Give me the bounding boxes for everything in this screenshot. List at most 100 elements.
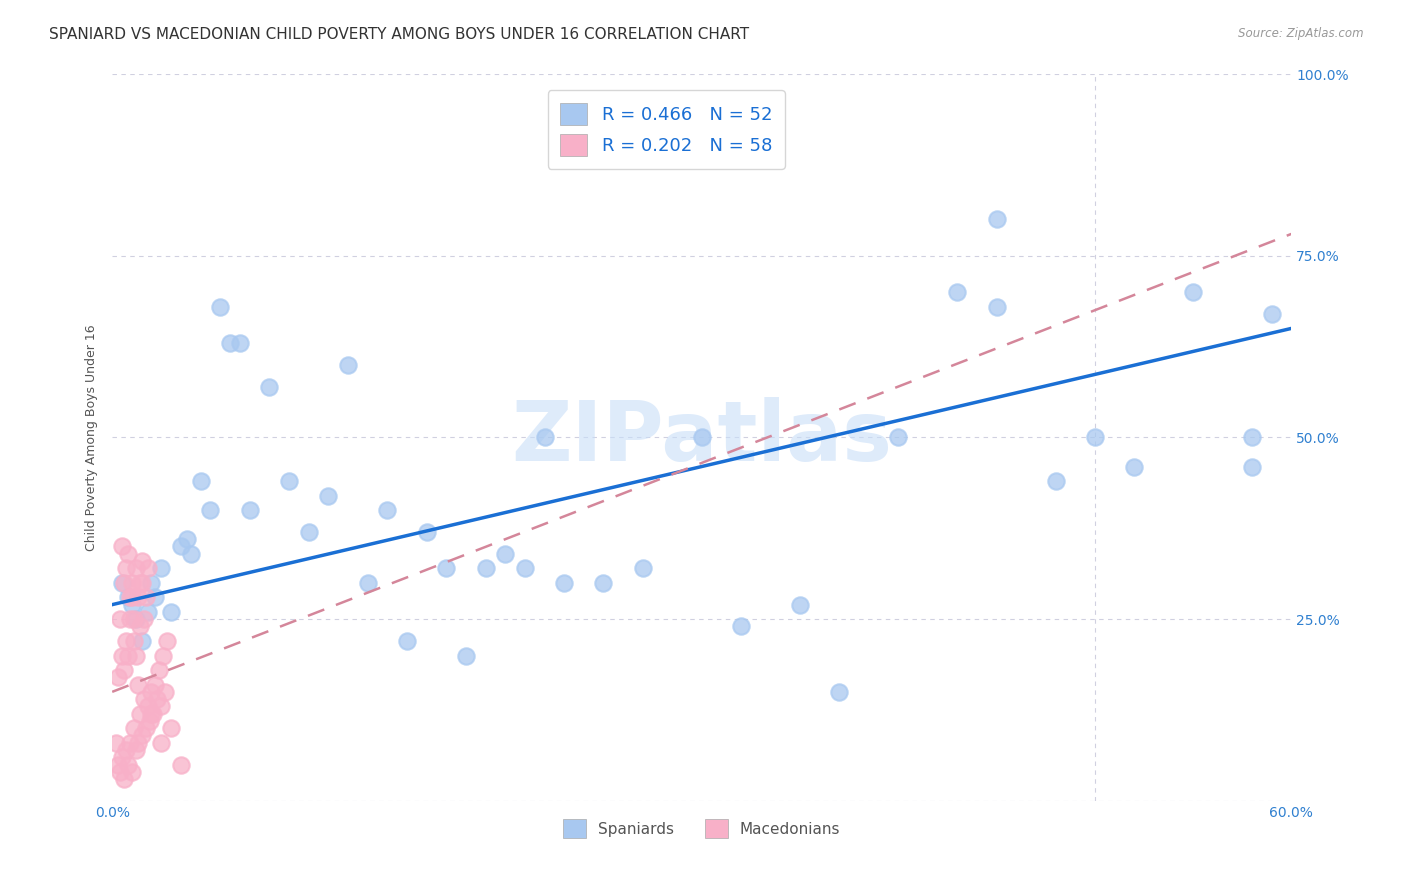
Point	[986, 212, 1008, 227]
Point	[946, 285, 969, 299]
Point	[156, 634, 179, 648]
Point	[138, 714, 160, 728]
Y-axis label: Child Poverty Among Boys Under 16: Child Poverty Among Boys Under 16	[86, 324, 98, 550]
Point	[229, 335, 252, 350]
Point	[111, 750, 134, 764]
Point	[125, 648, 148, 663]
Point	[141, 685, 163, 699]
Legend: Spaniards, Macedonians: Spaniards, Macedonians	[557, 814, 846, 844]
Point	[111, 540, 134, 554]
Point	[122, 612, 145, 626]
Point	[142, 706, 165, 721]
Point	[176, 532, 198, 546]
Point	[219, 335, 242, 350]
Point	[553, 575, 575, 590]
Point	[117, 591, 139, 605]
Point	[127, 591, 149, 605]
Point	[107, 670, 129, 684]
Point	[108, 764, 131, 779]
Point	[1084, 430, 1107, 444]
Point	[131, 575, 153, 590]
Point	[357, 575, 380, 590]
Point	[121, 575, 143, 590]
Point	[150, 699, 173, 714]
Point	[118, 736, 141, 750]
Point	[111, 648, 134, 663]
Point	[136, 561, 159, 575]
Point	[118, 612, 141, 626]
Point	[132, 692, 155, 706]
Point	[631, 561, 654, 575]
Point	[118, 591, 141, 605]
Point	[117, 648, 139, 663]
Point	[155, 685, 177, 699]
Point	[239, 503, 262, 517]
Point	[454, 648, 477, 663]
Point	[150, 736, 173, 750]
Point	[150, 561, 173, 575]
Point	[121, 591, 143, 605]
Point	[160, 721, 183, 735]
Point	[112, 772, 135, 786]
Point	[887, 430, 910, 444]
Point	[112, 575, 135, 590]
Point	[152, 648, 174, 663]
Point	[128, 575, 150, 590]
Point	[136, 605, 159, 619]
Point	[730, 619, 752, 633]
Point	[434, 561, 457, 575]
Point	[190, 474, 212, 488]
Point	[986, 300, 1008, 314]
Point	[148, 663, 170, 677]
Point	[337, 358, 360, 372]
Point	[136, 699, 159, 714]
Point	[278, 474, 301, 488]
Point	[474, 561, 496, 575]
Point	[108, 612, 131, 626]
Point	[180, 547, 202, 561]
Point	[135, 591, 157, 605]
Point	[1240, 430, 1263, 444]
Point	[690, 430, 713, 444]
Point	[115, 634, 138, 648]
Point	[128, 706, 150, 721]
Point	[121, 764, 143, 779]
Point	[170, 757, 193, 772]
Point	[127, 677, 149, 691]
Point	[145, 677, 167, 691]
Point	[111, 575, 134, 590]
Point	[200, 503, 222, 517]
Point	[115, 743, 138, 757]
Point	[375, 503, 398, 517]
Point	[415, 524, 437, 539]
Point	[298, 524, 321, 539]
Point	[533, 430, 555, 444]
Point	[513, 561, 536, 575]
Point	[141, 706, 163, 721]
Point	[494, 547, 516, 561]
Point	[160, 605, 183, 619]
Point	[1182, 285, 1205, 299]
Point	[122, 634, 145, 648]
Point	[117, 547, 139, 561]
Point	[125, 743, 148, 757]
Point	[117, 757, 139, 772]
Point	[128, 619, 150, 633]
Point	[127, 736, 149, 750]
Point	[112, 663, 135, 677]
Point	[1123, 459, 1146, 474]
Point	[135, 721, 157, 735]
Point	[122, 721, 145, 735]
Point	[318, 489, 340, 503]
Point	[125, 561, 148, 575]
Text: ZIPatlas: ZIPatlas	[512, 397, 893, 478]
Point	[395, 634, 418, 648]
Point	[828, 685, 851, 699]
Text: Source: ZipAtlas.com: Source: ZipAtlas.com	[1239, 27, 1364, 40]
Point	[141, 575, 163, 590]
Point	[592, 575, 614, 590]
Text: SPANIARD VS MACEDONIAN CHILD POVERTY AMONG BOYS UNDER 16 CORRELATION CHART: SPANIARD VS MACEDONIAN CHILD POVERTY AMO…	[49, 27, 749, 42]
Point	[789, 598, 811, 612]
Point	[132, 612, 155, 626]
Point	[105, 736, 128, 750]
